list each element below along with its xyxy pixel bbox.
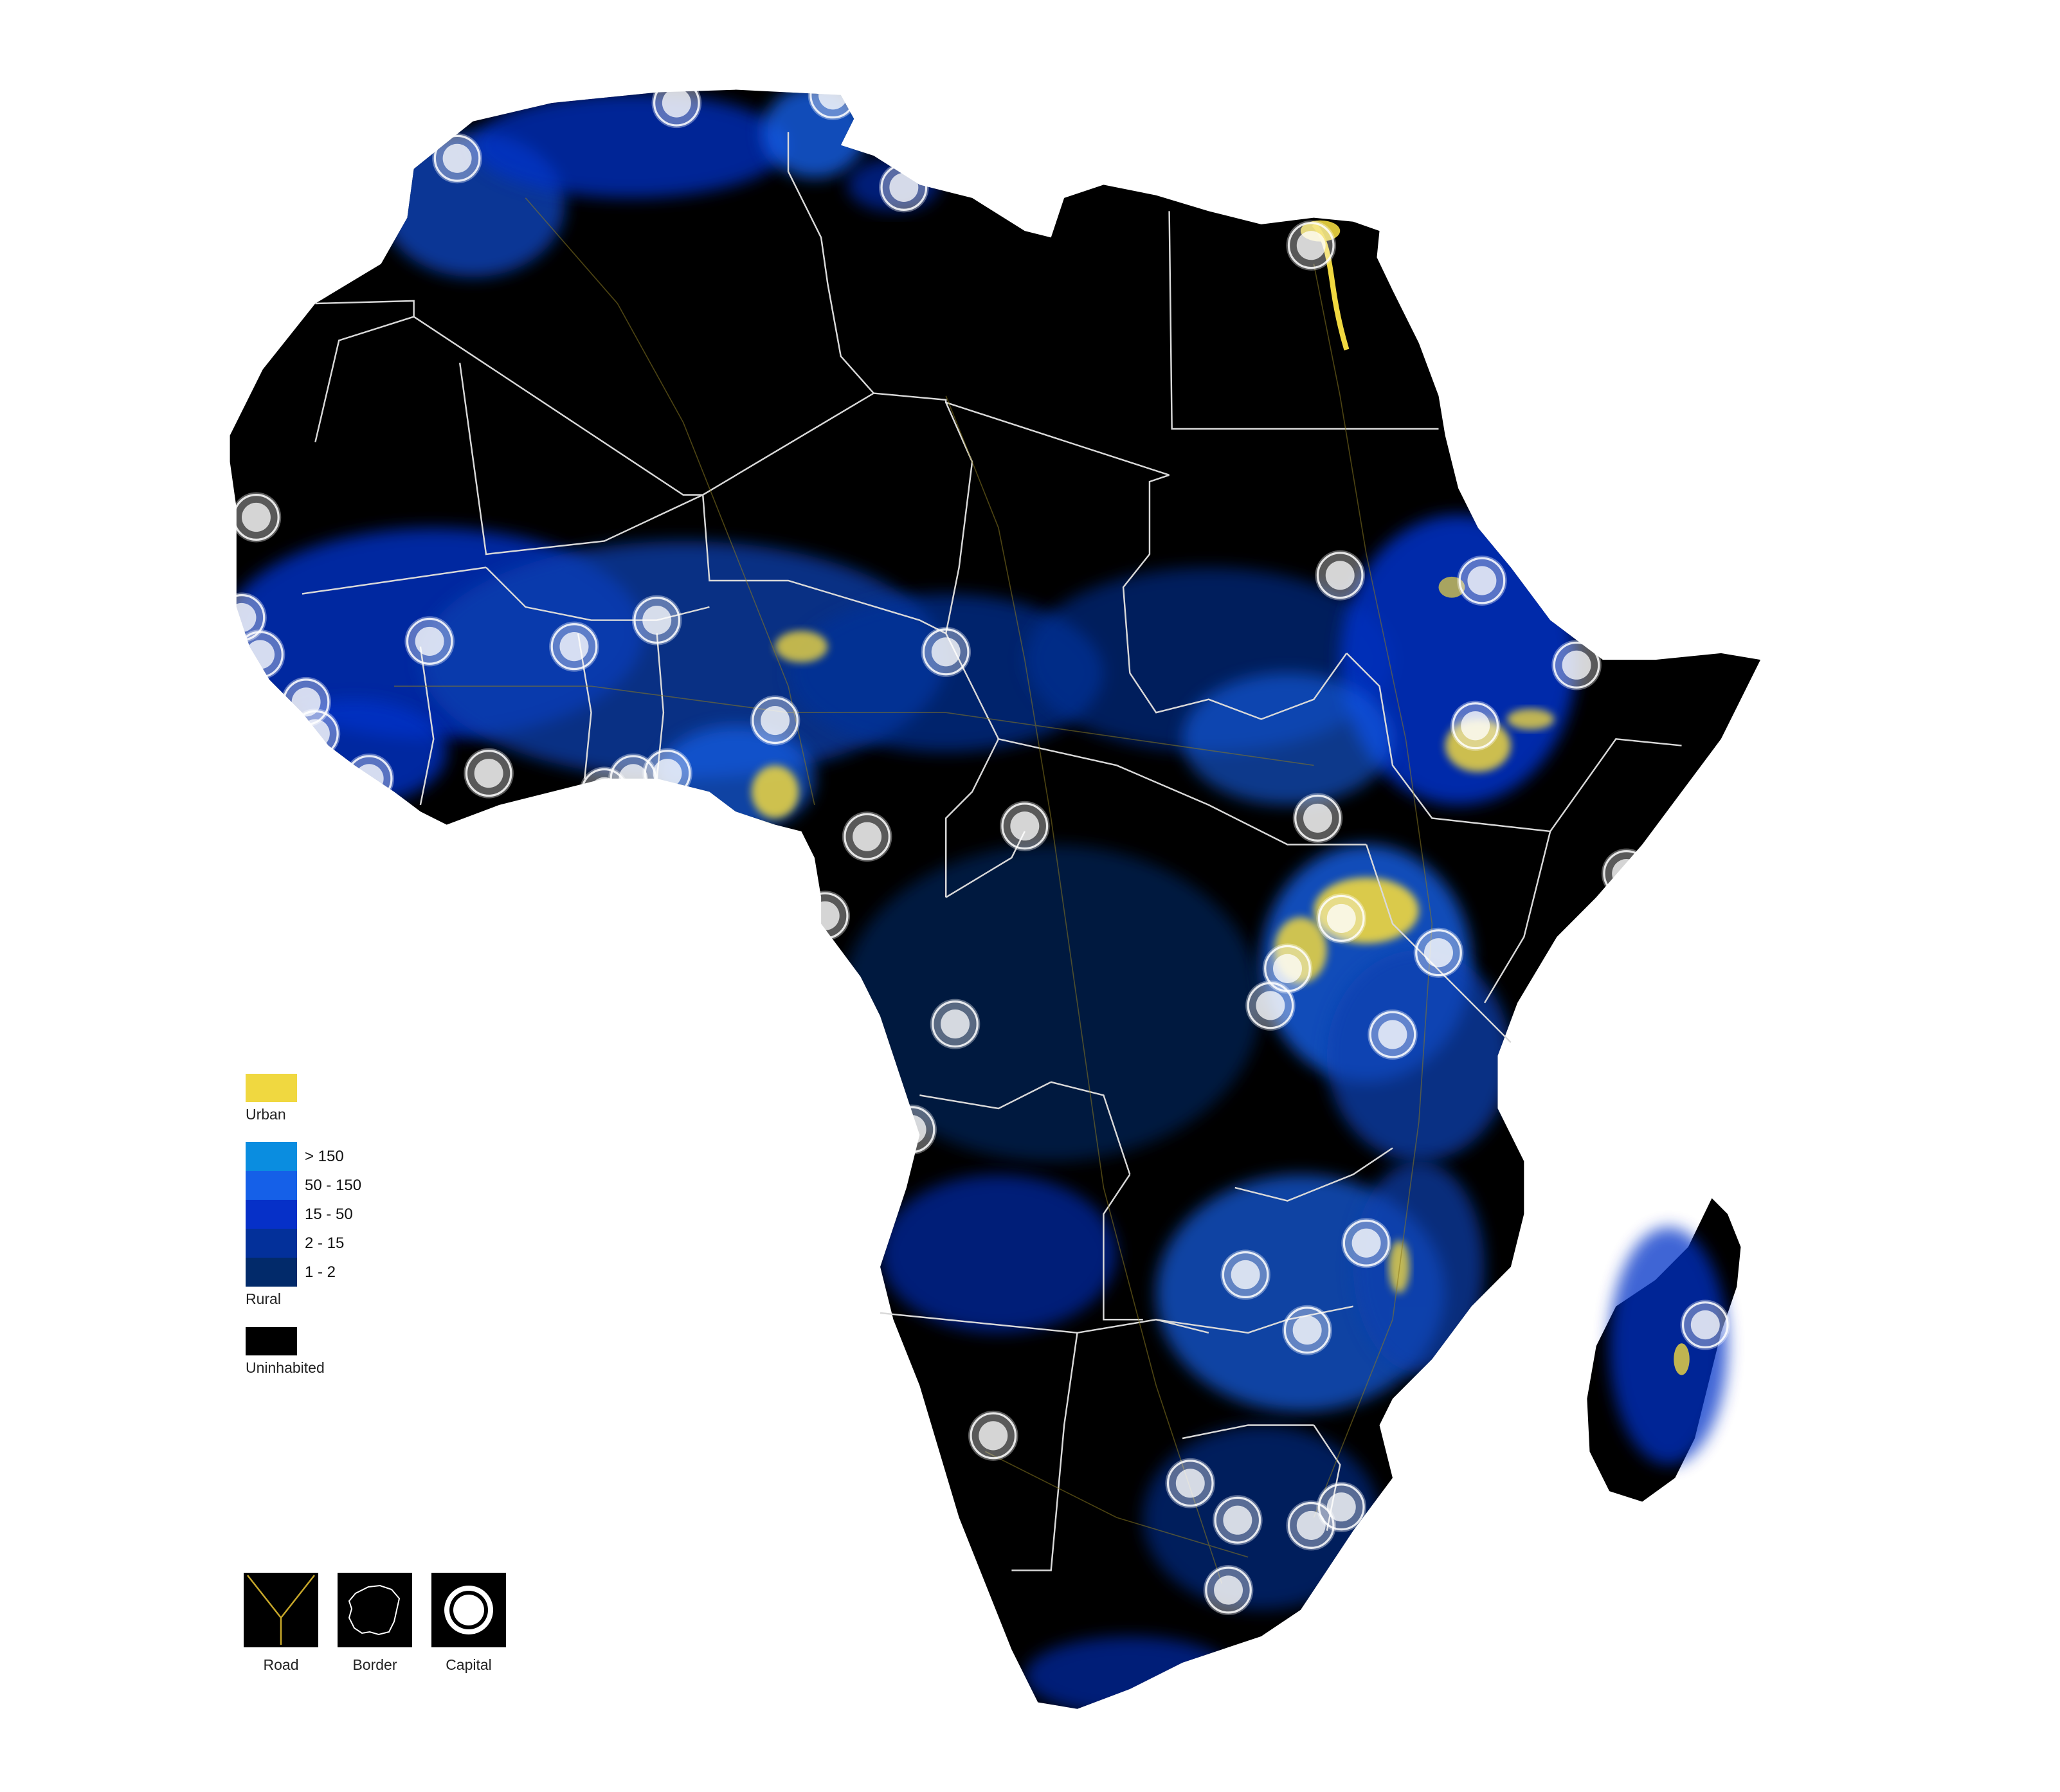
- rural-class-label: 15 - 50: [305, 1205, 353, 1223]
- rural-class-row: 1 - 2: [246, 1258, 361, 1287]
- capital-label: Capital: [446, 1656, 492, 1673]
- legend-rural: > 150 50 - 150 15 - 50 2 - 15 1 - 2 Rural: [246, 1142, 361, 1308]
- rural-class-row: > 150: [246, 1142, 361, 1171]
- rural-class-swatch: [246, 1258, 297, 1287]
- urban-swatch: [246, 1074, 297, 1102]
- red-sea: [1379, 221, 1406, 291]
- uninhabited-label: Uninhabited: [246, 1359, 325, 1376]
- border-label: Border: [352, 1656, 397, 1673]
- uninhabited-swatch: [246, 1327, 297, 1355]
- urban-label: Urban: [246, 1106, 286, 1123]
- legend-urban: Urban: [246, 1074, 297, 1123]
- country-borders: [302, 132, 1682, 1571]
- rural-class-row: 15 - 50: [246, 1200, 361, 1229]
- rural-class-label: 1 - 2: [305, 1263, 336, 1281]
- border-icon: [338, 1573, 412, 1647]
- rural-class-swatch: [246, 1171, 297, 1200]
- legend-capital: Capital: [431, 1573, 507, 1674]
- rural-class-swatch: [246, 1229, 297, 1258]
- rural-class-swatch: [246, 1200, 297, 1229]
- symbol-legend: Road Border Capital: [243, 1573, 507, 1674]
- rural-class-label: > 150: [305, 1147, 344, 1165]
- rural-class-row: 2 - 15: [246, 1229, 361, 1258]
- rural-class-label: 2 - 15: [305, 1234, 345, 1252]
- rural-class-label: 50 - 150: [305, 1176, 362, 1194]
- road-label: Road: [263, 1656, 299, 1673]
- legend-road: Road: [243, 1573, 319, 1674]
- legend-border: Border: [337, 1573, 413, 1674]
- capital-icon: [431, 1573, 506, 1647]
- rural-class-swatch: [246, 1142, 297, 1171]
- rural-label: Rural: [246, 1290, 281, 1307]
- road-icon: [244, 1573, 318, 1647]
- legend-uninhabited: Uninhabited: [246, 1327, 325, 1377]
- rural-class-row: 50 - 150: [246, 1171, 361, 1200]
